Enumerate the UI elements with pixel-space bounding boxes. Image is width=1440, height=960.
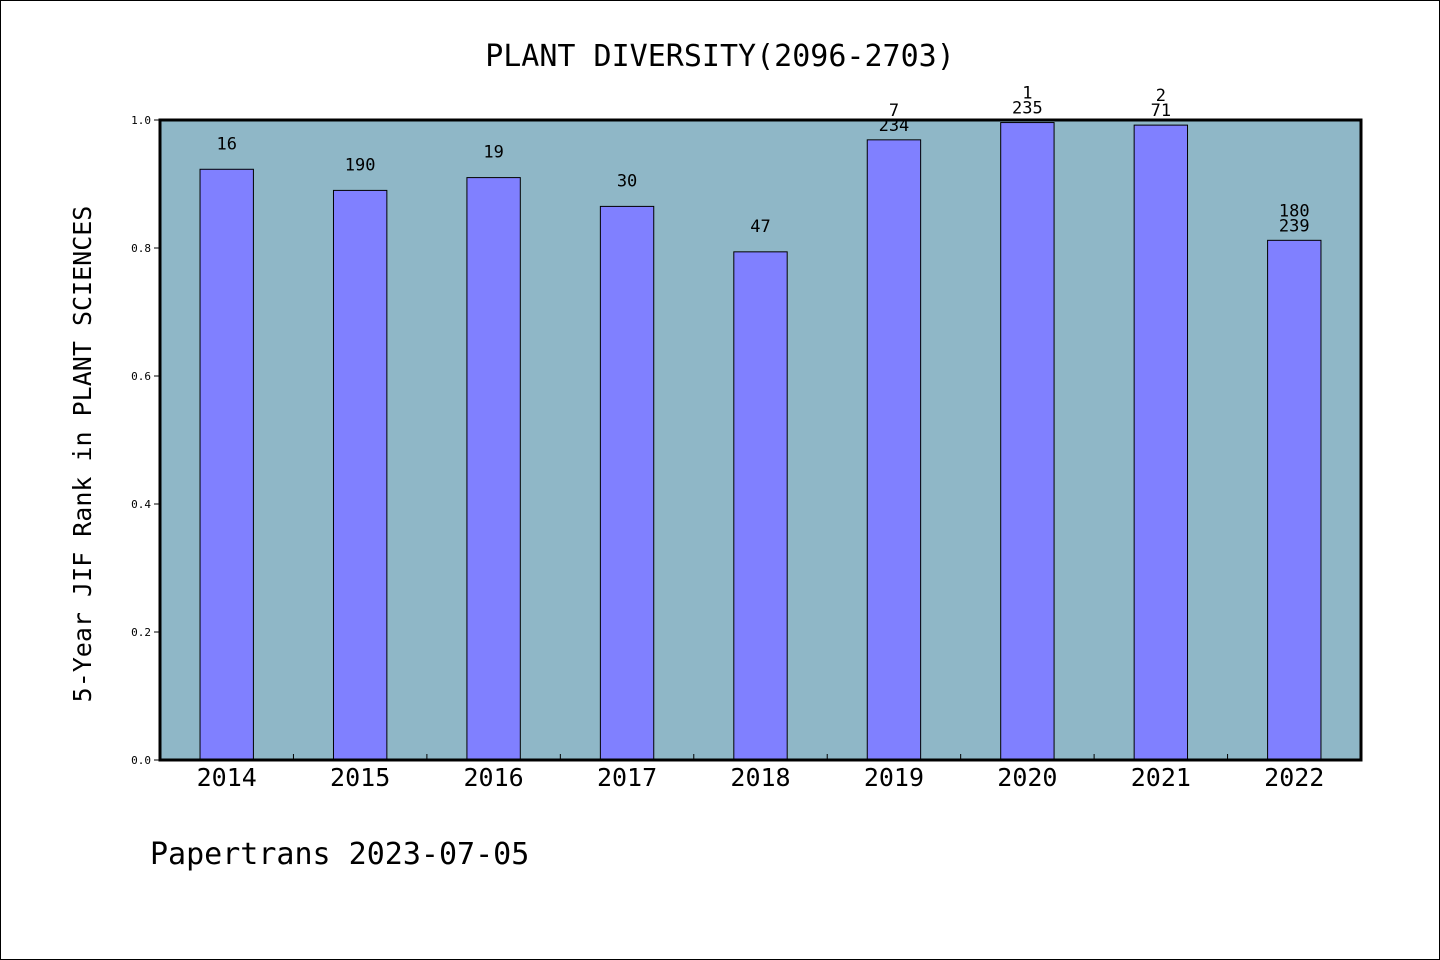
bar-2016 xyxy=(466,177,521,761)
bar-2014 xyxy=(199,168,254,761)
bar-value-label: 47 xyxy=(750,217,770,237)
x-tick-label: 2021 xyxy=(1131,763,1191,792)
bar-2022 xyxy=(1267,239,1322,761)
y-tick-label: 1.0 xyxy=(131,114,151,127)
bar-2017 xyxy=(599,205,655,761)
bar-value-label: 30 xyxy=(617,171,637,191)
y-axis-label: 5-Year JIF Rank in PLANT SCIENCES xyxy=(68,206,97,703)
footer-text: Papertrans 2023-07-05 xyxy=(150,837,529,872)
y-tick-label: 0.6 xyxy=(131,370,151,383)
x-axis: 2014 2015 2016 2017 2018 2019 2020 2021 2022 xyxy=(197,754,1324,792)
chart-title: PLANT DIVERSITY(2096-2703) xyxy=(485,39,955,74)
x-tick-label: 2019 xyxy=(864,763,924,792)
x-tick-label: 2020 xyxy=(997,763,1057,792)
bar-value-label: 71 xyxy=(1151,101,1171,121)
x-tick-label: 2017 xyxy=(597,763,657,792)
y-tick-label: 0.4 xyxy=(131,498,151,511)
bar-value-label: 1 xyxy=(1022,84,1032,104)
x-tick-label: 2014 xyxy=(197,763,257,792)
bar-value-label: 235 xyxy=(1012,99,1043,119)
bar-2021 xyxy=(1133,124,1189,761)
y-tick-label: 0.8 xyxy=(131,242,151,255)
y-axis: 0.0 0.2 0.4 0.6 0.8 1.0 xyxy=(131,114,160,767)
y-tick-label: 0.2 xyxy=(131,626,151,639)
bar-2019 xyxy=(866,139,922,761)
y-tick-label: 0.0 xyxy=(131,754,151,767)
bar-value-label: 180 xyxy=(1279,201,1310,221)
bar-value-label: 2 xyxy=(1156,86,1166,106)
bar-value-label: 239 xyxy=(1279,216,1310,236)
plot-border xyxy=(158,118,1363,762)
x-tick-label: 2018 xyxy=(730,763,790,792)
bar-value-label: 16 xyxy=(216,134,236,154)
bar-value-label: 19 xyxy=(483,143,503,163)
x-tick-label: 2015 xyxy=(330,763,390,792)
bar-value-label: 7 xyxy=(889,101,899,121)
bar-2018 xyxy=(733,251,788,761)
bar-2015 xyxy=(332,189,388,761)
x-tick-label: 2022 xyxy=(1264,763,1324,792)
bar-value-label: 190 xyxy=(345,155,376,175)
x-tick-label: 2016 xyxy=(464,763,524,792)
bar-2020 xyxy=(1000,122,1055,761)
bars-group xyxy=(199,122,1322,761)
